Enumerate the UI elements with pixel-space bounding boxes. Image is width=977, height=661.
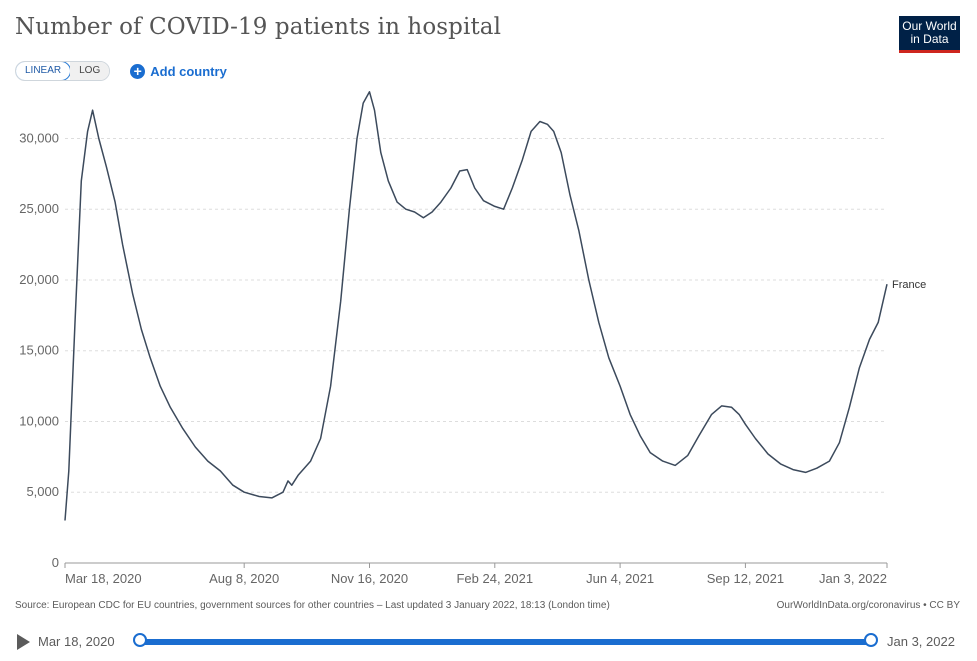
- y-tick-label: 30,000: [19, 130, 59, 145]
- x-tick-label: Mar 18, 2020: [65, 571, 142, 586]
- timeline-start-label: Mar 18, 2020: [38, 634, 115, 649]
- play-icon[interactable]: [17, 634, 30, 650]
- credit-link[interactable]: OurWorldInData.org/coronavirus • CC BY: [776, 600, 960, 611]
- y-tick-label: 10,000: [19, 413, 59, 428]
- chart-controls: LINEAR LOG + Add country: [15, 61, 227, 81]
- x-tick-label: Aug 8, 2020: [209, 571, 279, 586]
- y-axis-ticks: 0 5,000 10,000 15,000 20,000 25,000 30,000: [19, 130, 59, 570]
- x-tick-label: Jan 3, 2022: [819, 571, 887, 586]
- y-tick-label: 5,000: [26, 484, 59, 499]
- y-tick-label: 25,000: [19, 201, 59, 216]
- logo-accent-bar: [899, 50, 960, 53]
- scale-toggle: LINEAR LOG: [15, 61, 111, 81]
- timeline-end-handle[interactable]: [864, 633, 878, 647]
- y-tick-label: 20,000: [19, 272, 59, 287]
- x-axis: Mar 18, 2020 Aug 8, 2020 Nov 16, 2020 Feb 2…: [64, 562, 888, 586]
- plus-circle-icon: +: [130, 63, 146, 79]
- grid-lines: [65, 137, 887, 493]
- x-tick-label: Jun 4, 2021: [586, 571, 654, 586]
- timeline-start-handle[interactable]: [133, 633, 147, 647]
- owid-logo[interactable]: Our World in Data: [899, 16, 960, 53]
- x-tick-label: Feb 24, 2021: [456, 571, 533, 586]
- chart-title: Number of COVID-19 patients in hospital: [15, 14, 502, 40]
- timeline-end-label: Jan 3, 2022: [887, 634, 955, 649]
- series-label-france: France: [892, 279, 926, 291]
- y-tick-label: 15,000: [19, 343, 59, 358]
- add-country-label: Add country: [150, 63, 227, 79]
- x-tick-label: Sep 12, 2021: [707, 571, 784, 586]
- source-note: Source: European CDC for EU countries, g…: [15, 600, 610, 611]
- timeline-track[interactable]: [140, 639, 873, 645]
- add-country-button[interactable]: + Add country: [130, 63, 227, 79]
- logo-line-2: in Data: [910, 32, 949, 46]
- timeline-slider: Mar 18, 2020 Jan 3, 2022: [15, 630, 965, 654]
- series-layer: France: [64, 91, 926, 521]
- log-scale-button[interactable]: LOG: [70, 62, 110, 80]
- x-tick-label: Nov 16, 2020: [331, 571, 408, 586]
- y-tick-label: 0: [52, 555, 59, 570]
- logo-line-1: Our World: [902, 19, 957, 33]
- series-line-france: [64, 91, 888, 521]
- line-chart: 0 5,000 10,000 15,000 20,000 25,000 30,000 Mar…: [19, 91, 926, 586]
